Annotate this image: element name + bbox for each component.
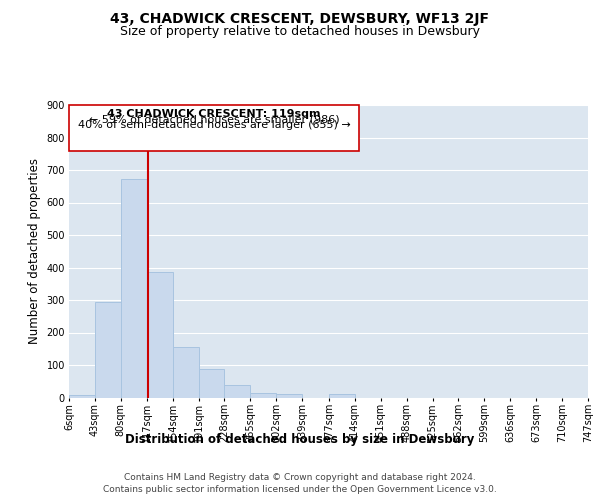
Text: 43, CHADWICK CRESCENT, DEWSBURY, WF13 2JF: 43, CHADWICK CRESCENT, DEWSBURY, WF13 2J… <box>110 12 490 26</box>
Bar <box>199 369 224 398</box>
Bar <box>329 394 355 398</box>
Bar <box>277 394 302 398</box>
Bar <box>121 179 147 398</box>
Text: Contains HM Land Registry data © Crown copyright and database right 2024.: Contains HM Land Registry data © Crown c… <box>124 472 476 482</box>
Y-axis label: Number of detached properties: Number of detached properties <box>28 158 41 344</box>
Bar <box>147 272 173 398</box>
Text: Distribution of detached houses by size in Dewsbury: Distribution of detached houses by size … <box>125 432 475 446</box>
Text: ← 59% of detached houses are smaller (986): ← 59% of detached houses are smaller (98… <box>89 114 339 124</box>
Bar <box>69 105 359 150</box>
Text: Contains public sector information licensed under the Open Government Licence v3: Contains public sector information licen… <box>103 485 497 494</box>
Bar <box>173 347 199 398</box>
Text: Size of property relative to detached houses in Dewsbury: Size of property relative to detached ho… <box>120 25 480 38</box>
Bar <box>95 302 121 398</box>
Bar <box>69 395 95 398</box>
Bar <box>250 393 277 398</box>
Text: 43 CHADWICK CRESCENT: 119sqm: 43 CHADWICK CRESCENT: 119sqm <box>107 109 321 119</box>
Bar <box>224 384 250 398</box>
Text: 40% of semi-detached houses are larger (655) →: 40% of semi-detached houses are larger (… <box>77 120 350 130</box>
